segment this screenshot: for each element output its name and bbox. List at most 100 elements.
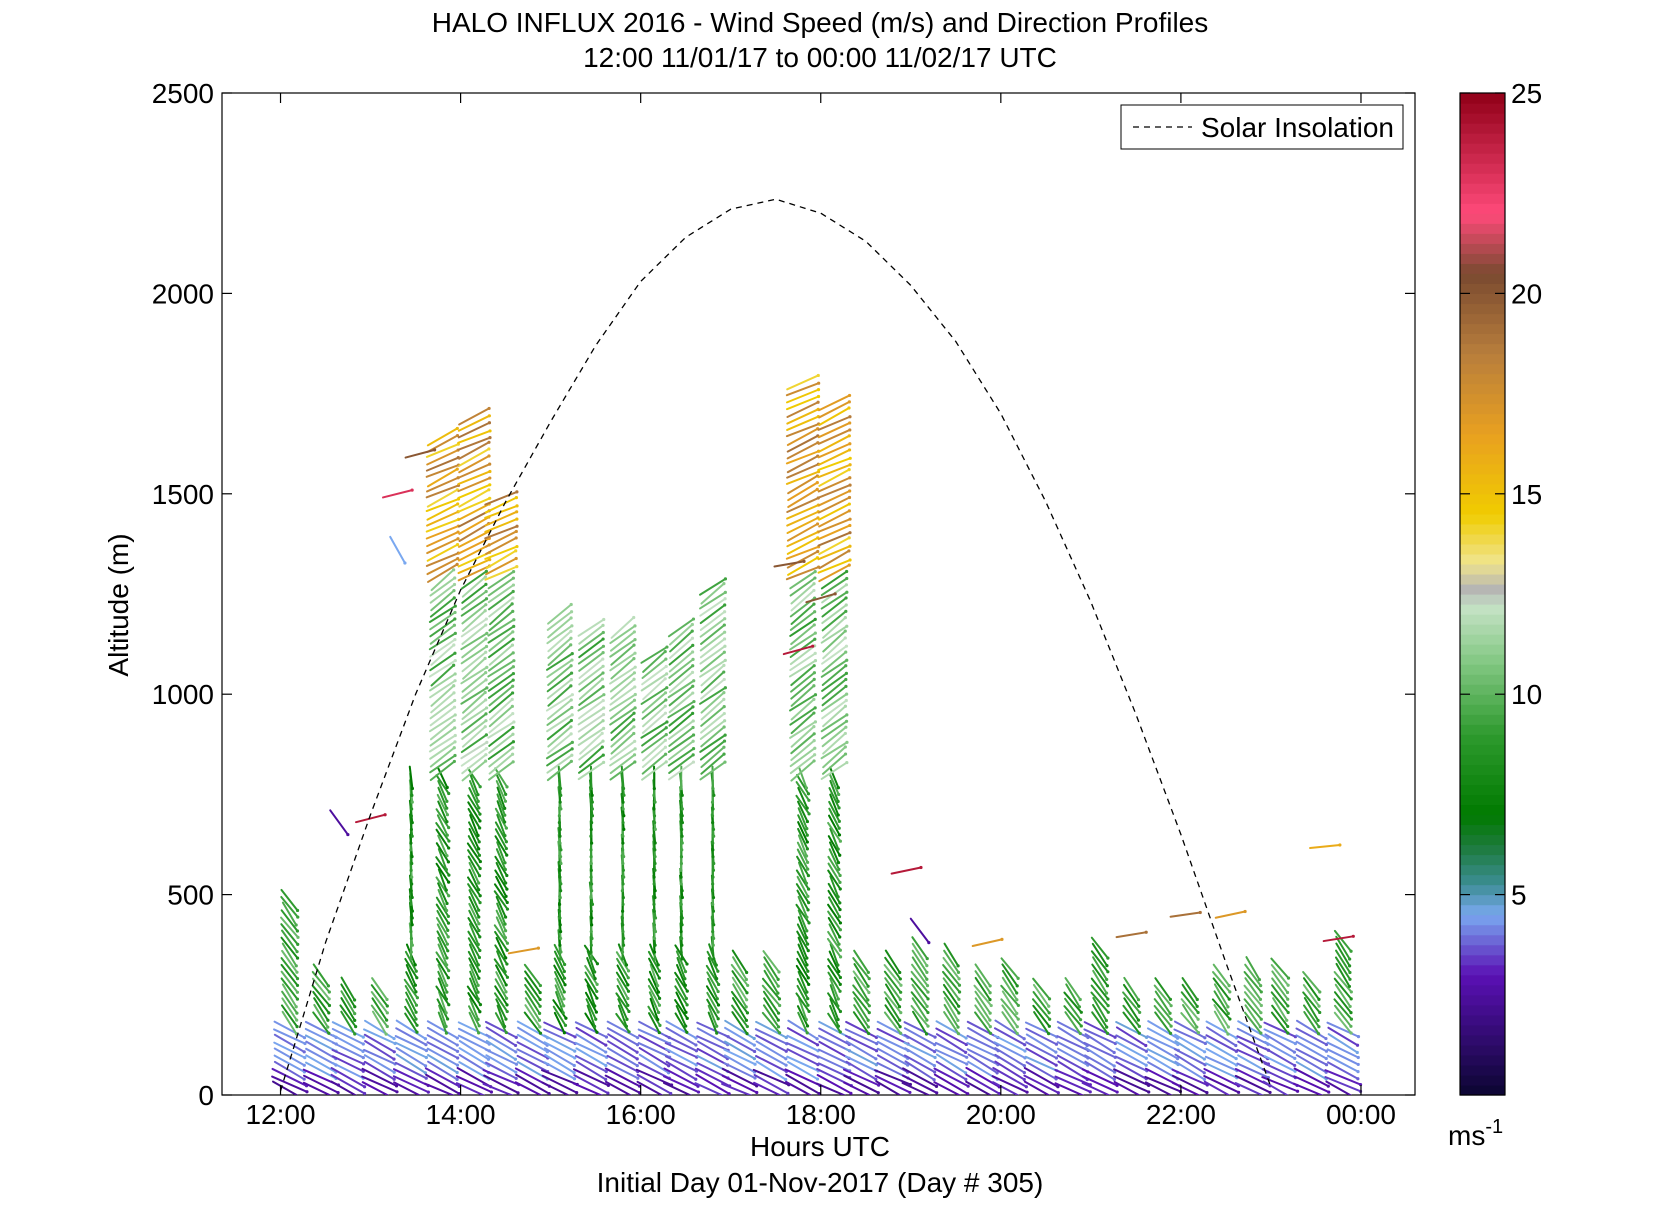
wind-barb-tip	[816, 388, 821, 392]
wind-barb-tip	[570, 693, 574, 697]
wind-barb-tip	[805, 990, 809, 994]
wind-barb-tip	[562, 976, 567, 980]
wind-barb	[790, 725, 815, 748]
wind-barb-tip	[590, 800, 594, 804]
wind-barb	[876, 1020, 909, 1039]
wind-barb	[468, 943, 480, 966]
wind-barb	[829, 875, 840, 898]
wind-barb	[1214, 910, 1247, 919]
wind-barb-tip	[653, 929, 658, 934]
wind-barb-tip	[504, 846, 508, 851]
wind-barb-tip	[684, 996, 688, 1001]
wind-barb	[883, 1011, 902, 1035]
wind-barb-tip	[723, 610, 727, 614]
wind-barb-tip	[653, 943, 657, 947]
wind-barb-tip	[295, 950, 299, 954]
wind-barb	[435, 903, 450, 925]
wind-barb	[669, 630, 694, 653]
wind-barb-tip	[935, 1091, 939, 1095]
wind-barb-tip	[838, 955, 843, 959]
wind-barb-tip	[845, 692, 849, 696]
wind-barb	[641, 739, 667, 762]
wind-barb	[331, 1061, 365, 1080]
wind-barb-tip	[601, 685, 605, 689]
wind-barb	[674, 978, 688, 1000]
wind-barb-tip	[601, 664, 605, 668]
wind-barb	[469, 963, 480, 987]
wind-barb-tip	[445, 833, 449, 837]
wind-barb-tip	[776, 1011, 781, 1015]
wind-barb	[609, 740, 636, 761]
wind-barb	[1293, 1075, 1330, 1094]
wind-barb-tip	[848, 421, 852, 425]
wind-barb	[1203, 1067, 1240, 1087]
wind-barb-tip	[679, 861, 683, 866]
wind-barb	[1090, 936, 1109, 960]
wind-barb	[437, 780, 448, 803]
wind-barb	[699, 617, 726, 638]
wind-barb	[1333, 1011, 1353, 1034]
wind-barb	[910, 970, 929, 994]
wind-barb-tip	[409, 902, 413, 906]
wind-barb-tip	[805, 963, 809, 967]
wind-barb-tip	[558, 868, 562, 872]
wind-barb	[436, 923, 449, 946]
wind-barb-tip	[570, 713, 574, 717]
wind-barb-tip	[836, 1004, 840, 1008]
wind-barb	[993, 1027, 1026, 1046]
wind-barb-tip	[1015, 1011, 1019, 1015]
wind-barb	[797, 834, 808, 858]
wind-barb-tip	[575, 1098, 578, 1101]
wind-barb	[1001, 976, 1018, 1001]
wind-barb-tip	[488, 476, 492, 480]
colorbar-segment	[1460, 543, 1505, 555]
wind-barb-tip	[1202, 1057, 1206, 1061]
wind-barb-tip	[1259, 1003, 1263, 1008]
wind-barb-tip	[679, 868, 683, 872]
wind-barb-tip	[836, 895, 840, 899]
wind-barb	[524, 983, 542, 1008]
wind-barb-tip	[843, 752, 848, 756]
wind-barb	[553, 964, 567, 986]
wind-barb	[437, 800, 448, 823]
wind-barb	[795, 883, 810, 904]
wind-barb	[392, 1068, 430, 1087]
wind-barb-tip	[447, 791, 451, 796]
wind-barb-tip	[602, 706, 606, 710]
wind-barb-tip	[410, 855, 414, 859]
wind-barb-tip	[683, 970, 688, 974]
wind-barb-tip	[1228, 990, 1232, 994]
wind-barb	[469, 977, 480, 1001]
wind-barb-tip	[445, 820, 449, 824]
wind-barb-tip	[1226, 1011, 1230, 1016]
wind-barb	[966, 1020, 999, 1039]
wind-barb	[461, 698, 487, 720]
wind-barb-tip	[847, 495, 852, 500]
wind-barb	[1154, 1011, 1172, 1035]
wind-barb	[468, 909, 480, 932]
wind-barb	[706, 971, 720, 993]
wind-barb	[609, 685, 636, 706]
wind-barb-tip	[776, 1025, 781, 1029]
wind-barb	[884, 956, 902, 980]
wind-barb	[404, 957, 418, 979]
wind-barb	[458, 441, 490, 460]
wind-barb	[974, 970, 992, 994]
wind-barb-tip	[663, 704, 667, 708]
wind-barb-tip	[784, 1057, 788, 1061]
wind-barb-tip	[804, 854, 809, 858]
wind-barb-tip	[694, 1063, 698, 1067]
wind-barb	[461, 671, 487, 693]
wind-barb	[829, 766, 840, 789]
wind-barb	[796, 930, 810, 952]
wind-barb-tip	[806, 860, 810, 864]
wind-barb-tip	[505, 941, 510, 945]
wind-barb-tip	[385, 997, 389, 1002]
wind-barb-tip	[503, 833, 507, 838]
wind-barb-tip	[956, 1018, 960, 1023]
wind-barb-tip	[455, 433, 460, 438]
y-tick-label: 2000	[152, 278, 214, 309]
wind-barb	[1327, 1061, 1359, 1080]
wind-barb	[457, 530, 491, 548]
